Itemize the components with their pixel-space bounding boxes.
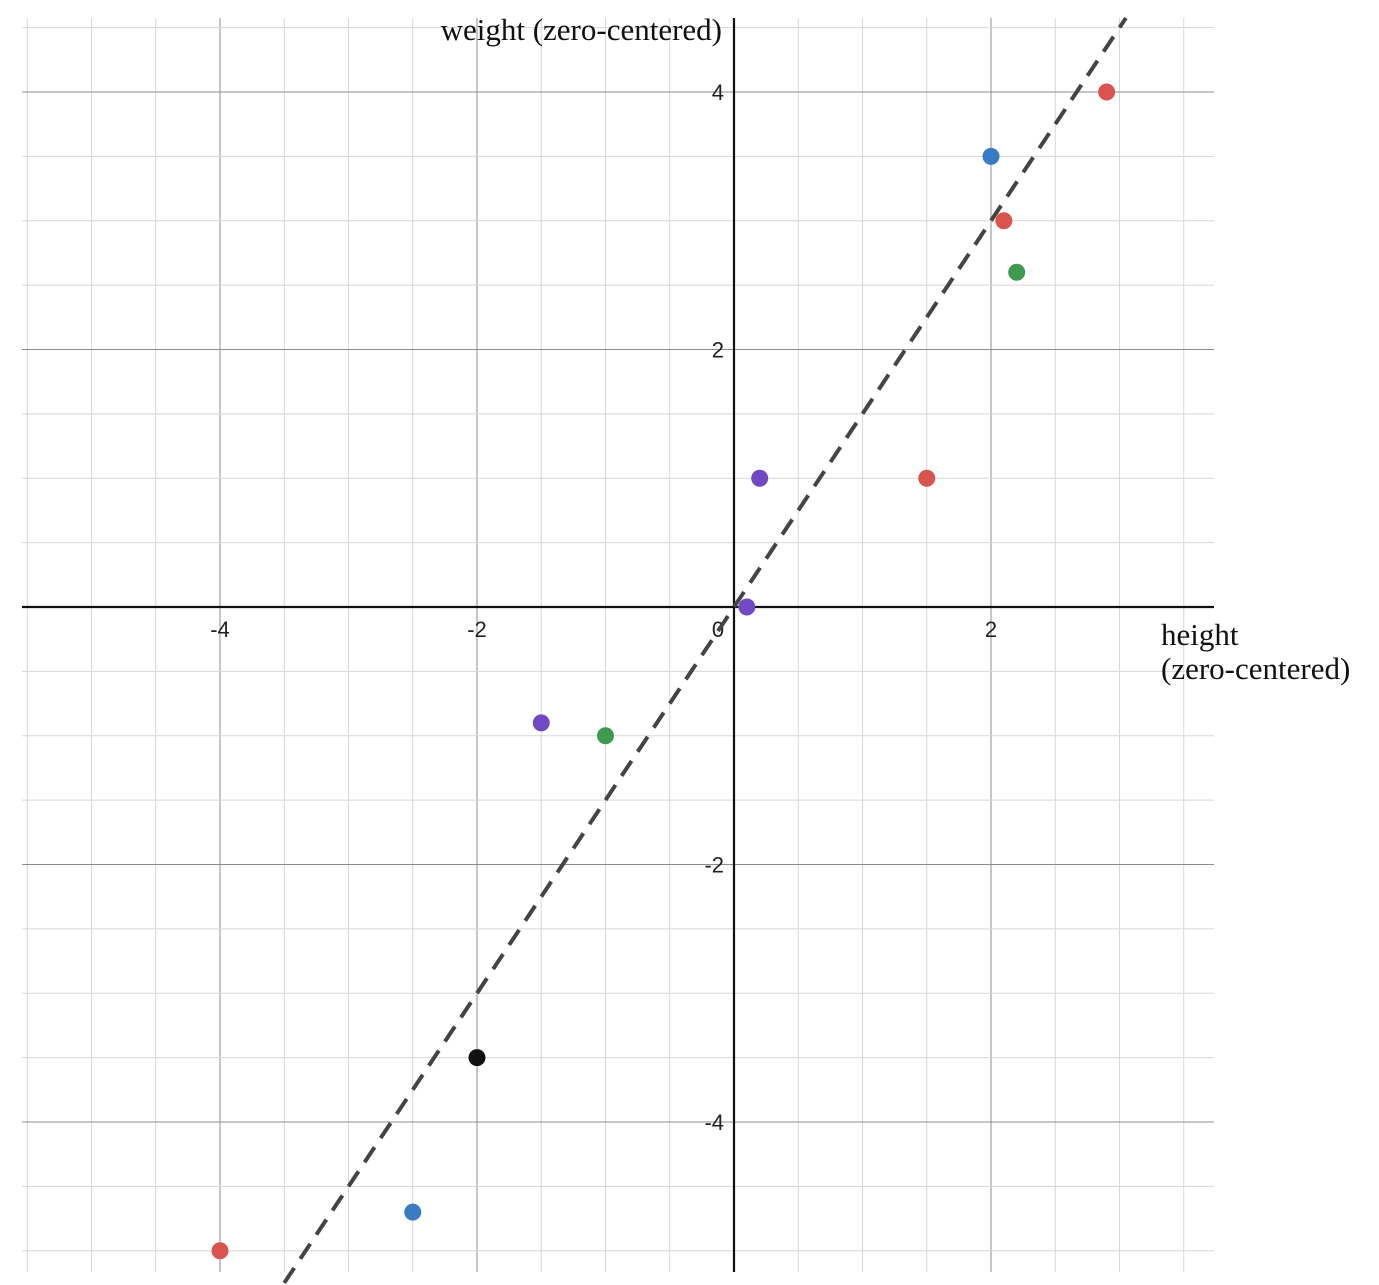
data-point-red	[211, 1242, 229, 1260]
data-point-blue	[982, 147, 1000, 165]
data-point-purple	[738, 598, 756, 616]
y-tick-label: 2	[712, 338, 724, 363]
x-tick-label: -2	[467, 617, 487, 642]
y-tick-label: -4	[704, 1110, 724, 1135]
data-point-green	[1008, 263, 1026, 281]
y-tick-label: -2	[704, 853, 724, 878]
data-point-red	[995, 212, 1013, 230]
data-point-green	[597, 727, 614, 745]
data-point-purple	[751, 469, 769, 487]
x-axis-label-line-1: height	[1161, 617, 1239, 652]
data-points	[211, 83, 1116, 1260]
trend-line	[282, 16, 1128, 1285]
data-point-black	[468, 1049, 486, 1067]
data-point-purple	[532, 714, 550, 732]
y-axis-label: weight (zero-centered)	[441, 12, 722, 47]
x-tick-label: -4	[210, 617, 230, 642]
x-tick-label: 2	[985, 617, 997, 642]
tick-labels: -4 -2 0 2-4-224	[210, 80, 997, 1135]
y-tick-label: 4	[712, 80, 724, 105]
data-point-red	[918, 469, 936, 487]
data-point-blue	[404, 1203, 422, 1221]
axes	[22, 18, 1214, 1272]
x-axis-label-line-2: (zero-centered)	[1161, 651, 1350, 686]
grid	[22, 18, 1214, 1272]
data-point-red	[1098, 83, 1116, 101]
